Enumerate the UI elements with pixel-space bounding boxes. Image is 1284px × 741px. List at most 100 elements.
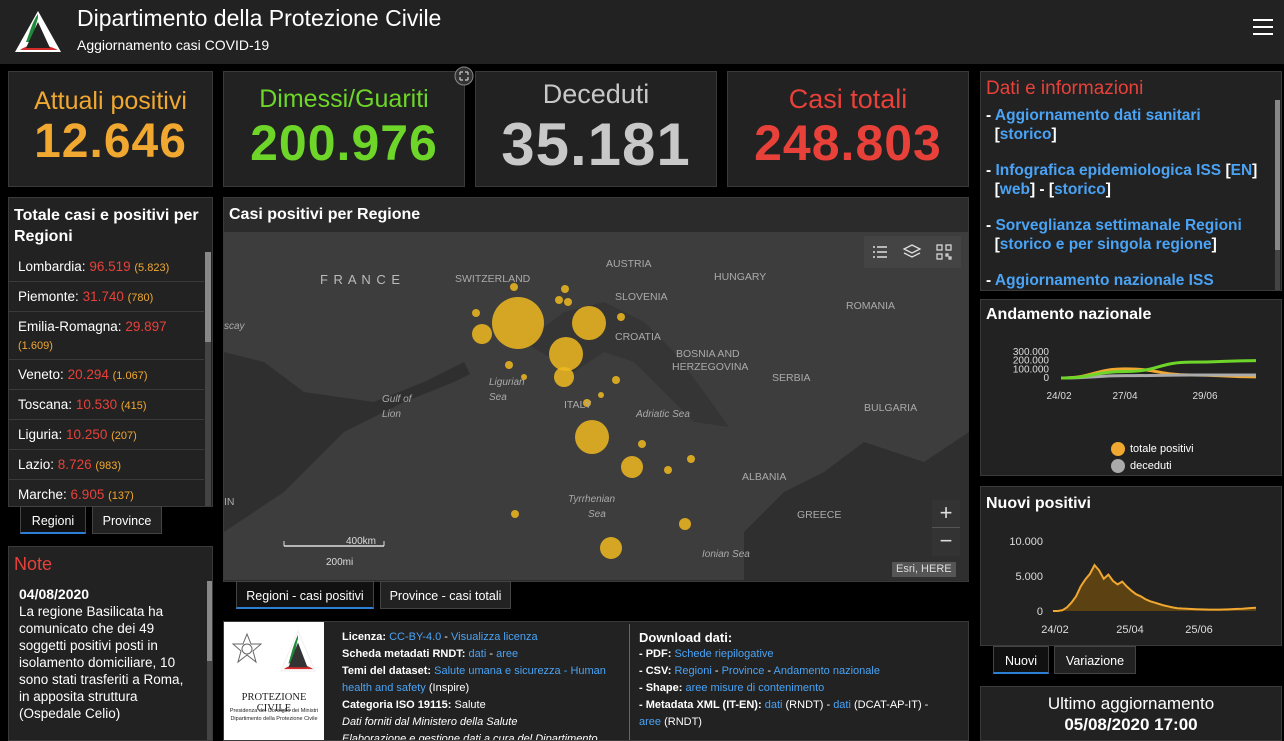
shape-link[interactable]: aree misure di contenimento xyxy=(685,682,825,694)
case-bubble[interactable] xyxy=(612,376,620,384)
map-attribution[interactable]: Esri, HERE xyxy=(892,562,956,577)
tab-nuovi[interactable]: Nuovi xyxy=(993,646,1049,674)
regions-list: Lombardia: 96.519 (5.823) Piemonte: 31.7… xyxy=(8,252,204,506)
regions-scrollbar[interactable] xyxy=(205,252,211,506)
info-item-nazionale-iss[interactable]: - Aggiornamento nazionale ISS xyxy=(986,272,1214,289)
app-title: Dipartimento della Protezione Civile xyxy=(77,5,442,31)
case-bubble[interactable] xyxy=(564,298,572,306)
case-bubble[interactable] xyxy=(638,440,646,448)
svg-text:ROMANIA: ROMANIA xyxy=(846,300,895,312)
info-links: - Aggiornamento dati sanitari [storico] … xyxy=(986,106,1276,290)
protezione-civile-logo xyxy=(15,11,61,52)
trend-legend: totale positivi deceduti xyxy=(1111,441,1194,475)
scale-bar: 400km 200mi xyxy=(283,536,385,568)
zoom-out-button[interactable]: − xyxy=(932,528,960,556)
case-bubble[interactable] xyxy=(617,313,625,321)
case-bubble[interactable] xyxy=(687,455,695,463)
case-bubble[interactable] xyxy=(510,283,518,291)
case-bubble[interactable] xyxy=(621,456,643,478)
download-info: Download dati: - PDF: Schede riepilogati… xyxy=(639,630,929,728)
svg-text:Tyrrhenian: Tyrrhenian xyxy=(568,494,615,505)
pdf-link[interactable]: Schede riepilogative xyxy=(674,648,774,660)
case-bubble[interactable] xyxy=(600,537,622,559)
x-tick-label: 27/04 xyxy=(1112,391,1137,402)
notes-scrollbar[interactable] xyxy=(207,581,212,740)
case-bubble[interactable] xyxy=(572,306,606,340)
series-line xyxy=(1053,563,1257,612)
csv-province-link[interactable]: Province xyxy=(721,665,765,677)
license-info: Licenza: CC-BY-4.0 - Visualizza licenza … xyxy=(342,631,606,741)
y-tick-label: 300.000 xyxy=(1013,347,1050,358)
info-item-sanitari[interactable]: - Aggiornamento dati sanitari [storico] xyxy=(986,107,1201,143)
svg-text:Ligurian: Ligurian xyxy=(489,377,525,388)
list-item[interactable]: Piemonte: 31.740 (780) xyxy=(8,282,204,312)
trend-title: Andamento nazionale xyxy=(986,306,1152,323)
svg-text:Adriatic Sea: Adriatic Sea xyxy=(635,409,690,420)
info-item-sorveglianza[interactable]: - Sorveglianza settimanale Regioni [stor… xyxy=(986,217,1242,253)
svg-text:HUNGARY: HUNGARY xyxy=(714,271,766,283)
list-item[interactable]: Veneto: 20.294 (1.067) xyxy=(8,360,204,390)
list-icon[interactable] xyxy=(870,242,890,262)
kpi-value: 200.976 xyxy=(250,115,438,171)
info-scrollbar[interactable] xyxy=(1275,100,1280,290)
case-bubble[interactable] xyxy=(575,420,609,454)
qr-icon[interactable] xyxy=(934,242,954,262)
map-canvas[interactable]: F R A N C E SWITZERLAND AUSTRIA HUNGARY … xyxy=(224,232,969,580)
notes-panel: Note 04/08/2020 La regione Basilicata ha… xyxy=(8,546,213,741)
case-bubble[interactable] xyxy=(472,324,492,344)
license-panel: PROTEZIONE CIVILE Presidenza del Consigl… xyxy=(223,621,969,741)
layers-icon[interactable] xyxy=(902,242,922,262)
info-item-iss[interactable]: - Infografica epidemiologica ISS [EN] [w… xyxy=(986,162,1258,198)
zoom-in-button[interactable]: + xyxy=(932,500,960,528)
map-view[interactable]: F R A N C E SWITZERLAND AUSTRIA HUNGARY … xyxy=(224,232,969,580)
hamburger-menu-icon[interactable] xyxy=(1253,19,1273,37)
tab-province[interactable]: Province xyxy=(92,506,162,534)
x-tick-label: 24/02 xyxy=(1046,391,1071,402)
license-link[interactable]: CC-BY-4.0 xyxy=(389,631,442,643)
kpi-recovered: Dimessi/Guariti 200.976 xyxy=(223,66,474,187)
case-bubble[interactable] xyxy=(492,297,544,349)
xml-dati-dcat-link[interactable]: dati xyxy=(833,699,851,711)
series-line xyxy=(1060,359,1257,380)
case-bubble[interactable] xyxy=(679,518,691,530)
tab-province-casi-totali[interactable]: Province - casi totali xyxy=(380,581,511,609)
list-item[interactable]: Lombardia: 96.519 (5.823) xyxy=(8,252,204,282)
xml-dati-rndt-link[interactable]: dati xyxy=(764,699,783,711)
case-bubble[interactable] xyxy=(583,399,591,407)
case-bubble[interactable] xyxy=(521,374,527,380)
svg-text:IN: IN xyxy=(224,496,235,508)
csv-regioni-link[interactable]: Regioni xyxy=(674,665,712,677)
tab-regioni-casi-positivi[interactable]: Regioni - casi positivi xyxy=(236,581,374,609)
expand-icon[interactable] xyxy=(454,66,474,86)
list-item[interactable]: Emilia-Romagna: 29.897 (1.609) xyxy=(8,312,204,360)
y-tick-label: 0 xyxy=(1037,606,1043,618)
case-bubble[interactable] xyxy=(511,510,519,518)
case-bubble[interactable] xyxy=(554,367,574,387)
view-license-link[interactable]: Visualizza licenza xyxy=(451,631,538,643)
kpi-value: 35.181 xyxy=(501,111,691,178)
case-bubble[interactable] xyxy=(664,466,672,474)
x-tick-label: 29/06 xyxy=(1192,391,1217,402)
map-toolbar xyxy=(864,236,961,268)
case-bubble[interactable] xyxy=(598,392,604,398)
list-item[interactable]: Lazio: 8.726 (983) xyxy=(8,450,204,480)
case-bubble[interactable] xyxy=(549,337,583,371)
metadata-aree-link[interactable]: aree xyxy=(496,648,519,660)
tab-regioni[interactable]: Regioni xyxy=(20,506,86,534)
tab-variazione[interactable]: Variazione xyxy=(1054,646,1136,674)
case-bubble[interactable] xyxy=(555,296,563,304)
case-bubble[interactable] xyxy=(561,285,569,293)
xml-aree-link[interactable]: aree xyxy=(639,716,662,728)
y-tick-label: 10.000 xyxy=(1009,536,1043,548)
legend-swatch xyxy=(1111,442,1125,457)
csv-andamento-link[interactable]: Andamento nazionale xyxy=(773,665,880,677)
case-bubble[interactable] xyxy=(505,361,513,369)
list-item[interactable]: Marche: 6.905 (137) xyxy=(8,480,204,506)
list-item[interactable]: Toscana: 10.530 (415) xyxy=(8,390,204,420)
list-item[interactable]: Liguria: 10.250 (207) xyxy=(8,420,204,450)
svg-text:Sea: Sea xyxy=(489,392,507,403)
themes-link[interactable]: Salute umana e sicurezza - Human xyxy=(434,665,606,677)
metadata-dati-link[interactable]: dati xyxy=(468,648,487,660)
notes-date: 04/08/2020 xyxy=(19,586,90,602)
case-bubble[interactable] xyxy=(472,309,480,317)
